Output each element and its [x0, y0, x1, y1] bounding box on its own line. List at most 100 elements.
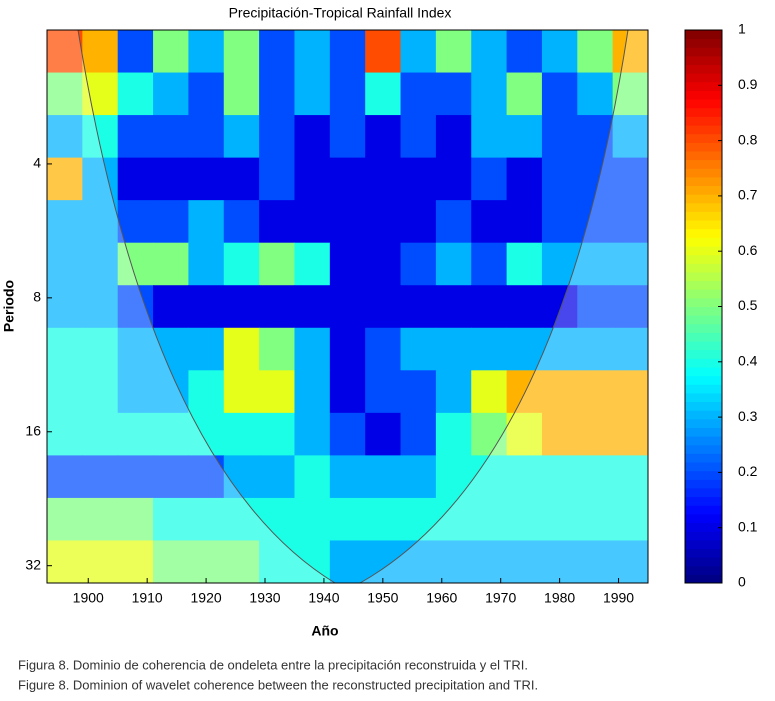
colorbar-swatch [685, 315, 722, 325]
heatmap-cell [435, 72, 472, 116]
heatmap-cell [259, 455, 295, 499]
heatmap-cell [259, 497, 295, 541]
colorbar-swatch [685, 99, 722, 109]
heatmap-cell [435, 327, 472, 371]
heatmap-cell [471, 157, 508, 201]
heatmap-cell [223, 115, 260, 159]
heatmap-cell [365, 497, 402, 541]
colorbar-tick-label: 0 [738, 574, 746, 590]
colorbar-swatch [685, 81, 722, 91]
heatmap-cell [435, 157, 472, 201]
heatmap-cell [82, 157, 119, 201]
colorbar-swatch [685, 202, 722, 212]
heatmap-cell [541, 327, 578, 371]
heatmap-cell [259, 327, 295, 371]
heatmap-cell [117, 455, 154, 499]
heatmap-cell [329, 200, 366, 244]
colorbar-swatch [685, 462, 722, 472]
heatmap-cell [577, 30, 614, 74]
heatmap-cell [153, 200, 189, 244]
heatmap-cell [400, 540, 437, 584]
heatmap-cell [188, 72, 225, 116]
heatmap-cell [82, 72, 119, 116]
heatmap-cell [506, 327, 543, 371]
heatmap-cell [541, 200, 578, 244]
heatmap-cell [541, 285, 578, 329]
colorbar-swatch [685, 384, 722, 394]
heatmap-cell [541, 157, 578, 201]
colorbar-swatch [685, 150, 722, 161]
heatmap-cell [400, 115, 437, 159]
colorbar-swatch [685, 30, 722, 40]
x-tick-label: 1900 [73, 590, 104, 606]
colorbar-tick-label: 0.4 [738, 353, 758, 369]
heatmap [47, 30, 649, 584]
heatmap-cell [471, 115, 508, 159]
heatmap-cell [471, 285, 508, 329]
heatmap-cell [153, 115, 189, 159]
heatmap-cell [153, 540, 189, 584]
y-tick-label: 32 [25, 556, 41, 572]
heatmap-cell [294, 200, 331, 244]
colorbar-swatch [685, 306, 722, 316]
colorbar-swatch [685, 159, 722, 169]
heatmap-cell [153, 497, 189, 541]
heatmap-cell [577, 72, 614, 116]
heatmap-cell [47, 242, 83, 286]
heatmap-cell [188, 327, 225, 371]
x-tick-label: 1920 [191, 590, 222, 606]
heatmap-cell [541, 497, 578, 541]
heatmap-cell [612, 115, 649, 159]
colorbar-swatch [685, 297, 722, 307]
heatmap-cell [365, 285, 402, 329]
heatmap-cell [82, 497, 119, 541]
heatmap-cell [577, 497, 614, 541]
heatmap-cell [400, 157, 437, 201]
x-tick-label: 1990 [603, 590, 634, 606]
colorbar-swatch [685, 133, 722, 143]
heatmap-cell [153, 157, 189, 201]
heatmap-cell [365, 157, 402, 201]
x-tick-label: 1960 [426, 590, 457, 606]
heatmap-cell [506, 285, 543, 329]
heatmap-cell [612, 200, 649, 244]
heatmap-cell [294, 72, 331, 116]
colorbar-swatch [685, 220, 722, 230]
colorbar-swatch [685, 332, 722, 342]
heatmap-cell [506, 540, 543, 584]
colorbar-swatch [685, 254, 722, 264]
heatmap-cell [435, 455, 472, 499]
heatmap-cell [329, 72, 366, 116]
heatmap-cell [47, 370, 83, 414]
heatmap-cell [400, 327, 437, 371]
heatmap-cell [506, 412, 543, 456]
colorbar-swatch [685, 522, 722, 532]
heatmap-cell [47, 157, 83, 201]
heatmap-cell [365, 200, 402, 244]
heatmap-cell [400, 412, 437, 456]
heatmap-cell [471, 412, 508, 456]
heatmap-cell [82, 455, 119, 499]
heatmap-cell [153, 370, 189, 414]
colorbar-swatch [685, 444, 722, 454]
heatmap-cell [188, 157, 225, 201]
heatmap-cell [471, 327, 508, 371]
heatmap-cell [612, 540, 649, 584]
colorbar-swatch [685, 237, 722, 247]
heatmap-cell [47, 327, 83, 371]
colorbar-tick-label: 1 [738, 21, 746, 37]
heatmap-cell [223, 497, 260, 541]
plot-frame [46, 29, 649, 584]
heatmap-cell [541, 115, 578, 159]
heatmap-cell [153, 327, 189, 371]
colorbar-tick-label: 0.1 [738, 518, 758, 534]
colorbar-swatch [685, 73, 722, 83]
heatmap-cell [435, 30, 472, 74]
x-tick-label: 1970 [485, 590, 516, 606]
heatmap-cell [294, 242, 331, 286]
heatmap-cell [188, 540, 225, 584]
heatmap-cell [329, 285, 366, 329]
heatmap-cell [435, 285, 472, 329]
heatmap-cell [577, 115, 614, 159]
